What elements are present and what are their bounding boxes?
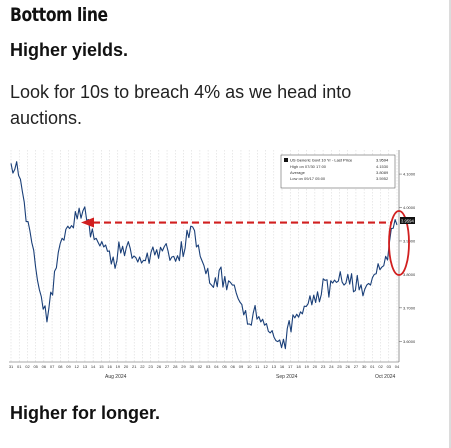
x-tick-label: 23	[321, 364, 326, 369]
x-tick-label: 19	[304, 364, 309, 369]
right-border	[449, 0, 451, 448]
x-tick-label: 22	[140, 364, 145, 369]
body-paragraph: Look for 10s to breach 4% as we head int…	[10, 82, 352, 128]
legend-box	[280, 154, 396, 189]
x-tick-label: 27	[354, 364, 359, 369]
legend-avg-label: Average	[290, 170, 306, 175]
x-tick-label: 02	[25, 364, 30, 369]
x-tick-label: 12	[263, 364, 268, 369]
x-tick-label: 19	[116, 364, 121, 369]
x-tick-label: 24	[329, 364, 334, 369]
x-tick-label: 05	[33, 364, 38, 369]
x-tick-label: 11	[255, 364, 260, 369]
legend-low-value: 3.5952	[376, 176, 389, 181]
x-tick-label: 12	[75, 364, 80, 369]
section-title: Bottom line	[10, 4, 108, 26]
x-tick-label: 05	[222, 364, 227, 369]
legend-high-label: High on 07/30 17:00	[290, 164, 327, 169]
month-label-sep: Sep 2024	[276, 374, 298, 380]
chart-legend: US Generic Govt 10 Yr - Last Price 3.959…	[280, 154, 396, 189]
x-tick-label: 13	[272, 364, 277, 369]
x-tick-label: 15	[99, 364, 104, 369]
x-tick-label: 27	[165, 364, 170, 369]
x-tick-label: 30	[362, 364, 367, 369]
x-tick-label: 03	[387, 364, 392, 369]
reference-arrow-head	[81, 217, 94, 228]
last-price-tag-bg	[400, 217, 415, 224]
x-tick-label: 17	[288, 364, 293, 369]
legend-low-label: Low on 09/17 05:00	[290, 176, 326, 181]
highlight-ellipse	[388, 210, 410, 276]
x-tick-label: 26	[157, 364, 162, 369]
x-tick-label: 02	[378, 364, 383, 369]
x-tick-label: 09	[66, 364, 71, 369]
section-subtitle: Higher yields.	[10, 40, 129, 60]
closing-remark: Higher for longer.	[10, 403, 161, 423]
y-tick-label: 3.6000	[403, 339, 415, 344]
x-tick-label: 06	[42, 364, 47, 369]
x-tick-label: 16	[280, 364, 285, 369]
x-tick-label: 09	[239, 364, 244, 369]
x-tick-label: 03	[206, 364, 211, 369]
x-tick-label: 13	[83, 364, 88, 369]
x-tick-label: 20	[124, 364, 129, 369]
legend-swatch	[284, 158, 288, 162]
y-tick-label: 3.7000	[403, 305, 415, 310]
x-tick-label: 30	[189, 364, 194, 369]
month-label-oct: Oct 2024	[375, 374, 396, 380]
series-line-us10y	[10, 161, 398, 350]
legend-last-value: 3.9594	[376, 158, 389, 163]
x-axis-months: Aug 2024 Sep 2024 Oct 2024	[105, 374, 396, 380]
x-tick-label: 08	[58, 364, 63, 369]
x-tick-label: 28	[173, 364, 178, 369]
x-tick-label: 01	[370, 364, 375, 369]
x-tick-label: 26	[346, 364, 351, 369]
x-tick-label: 31	[9, 364, 14, 369]
x-tick-label: 10	[247, 364, 252, 369]
y-tick-label: 3.8000	[403, 272, 415, 277]
legend-series-name: US Generic Govt 10 Yr - Last Price	[290, 158, 353, 163]
x-tick-label: 06	[231, 364, 236, 369]
x-tick-label: 04	[214, 364, 219, 369]
legend-avg-value: 3.8089	[376, 170, 389, 175]
x-tick-label: 04	[395, 364, 400, 369]
x-tick-label: 18	[296, 364, 301, 369]
x-tick-label: 20	[313, 364, 318, 369]
y-tick-label: 4.1000	[403, 172, 415, 177]
x-tick-label: 01	[17, 364, 22, 369]
x-tick-label: 21	[132, 364, 137, 369]
x-tick-label: 07	[50, 364, 55, 369]
legend-high-value: 4.1530	[376, 164, 389, 169]
x-tick-label: 23	[148, 364, 153, 369]
x-tick-label: 16	[107, 364, 112, 369]
x-tick-label: 14	[91, 364, 96, 369]
x-tick-label: 02	[198, 364, 203, 369]
x-tick-label: 29	[181, 364, 186, 369]
last-price-tag: 3.9594	[401, 219, 414, 224]
x-axis-day-ticks: 31 01 02 05 06 07 08 09 12 13 14 15 16 19 20 21 22 23 26 27…	[9, 364, 400, 369]
y-tick-label: 4.0000	[403, 205, 415, 210]
month-label-aug: Aug 2024	[105, 374, 127, 380]
x-tick-label: 25	[337, 364, 342, 369]
